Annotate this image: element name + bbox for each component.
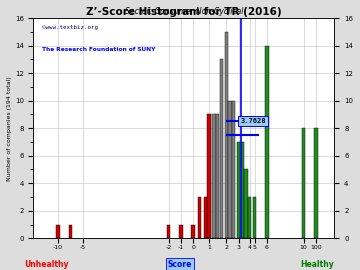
- Bar: [207, 114, 211, 238]
- Bar: [302, 128, 305, 238]
- Bar: [56, 225, 60, 238]
- Bar: [237, 142, 240, 238]
- Text: 3.7628: 3.7628: [240, 118, 266, 124]
- Text: Sector: Consumer Non-Cyclical: Sector: Consumer Non-Cyclical: [125, 7, 243, 16]
- Text: Unhealthy: Unhealthy: [24, 260, 69, 269]
- Text: ©www.textbiz.org: ©www.textbiz.org: [42, 25, 99, 30]
- Bar: [232, 101, 235, 238]
- Text: Score: Score: [168, 260, 192, 269]
- Bar: [167, 225, 170, 238]
- Bar: [220, 59, 223, 238]
- Text: The Research Foundation of SUNY: The Research Foundation of SUNY: [42, 47, 156, 52]
- Bar: [204, 197, 207, 238]
- Bar: [68, 225, 72, 238]
- Bar: [216, 114, 219, 238]
- Bar: [192, 225, 195, 238]
- Title: Z’-Score Histogram for TR (2016): Z’-Score Histogram for TR (2016): [86, 7, 282, 17]
- Bar: [253, 197, 256, 238]
- Bar: [228, 101, 232, 238]
- Bar: [179, 225, 183, 238]
- Bar: [225, 32, 228, 238]
- Bar: [314, 128, 318, 238]
- Y-axis label: Number of companies (194 total): Number of companies (194 total): [7, 76, 12, 181]
- Bar: [198, 197, 201, 238]
- Bar: [248, 197, 251, 238]
- Bar: [240, 142, 244, 238]
- Text: Healthy: Healthy: [300, 260, 334, 269]
- Bar: [212, 114, 216, 238]
- Bar: [244, 170, 248, 238]
- Bar: [265, 46, 269, 238]
